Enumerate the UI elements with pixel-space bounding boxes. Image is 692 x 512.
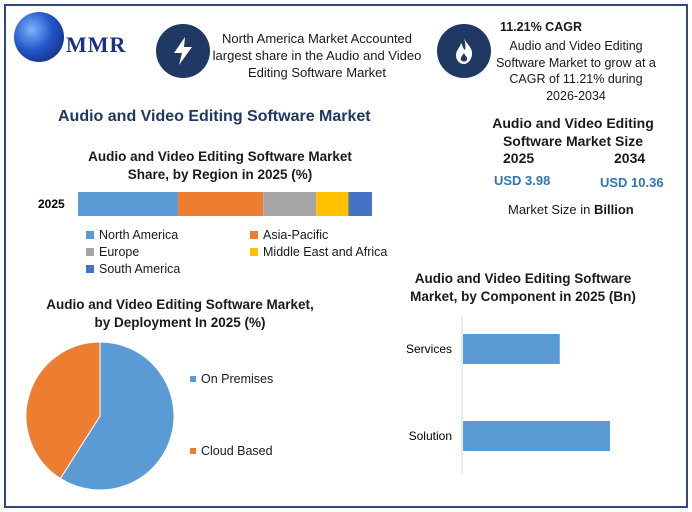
region-bar-segment-middle-east-and-africa <box>316 192 349 216</box>
market-size-value-start: USD 3.98 <box>494 173 551 188</box>
pie-slice-on-premises <box>59 341 175 491</box>
legend-item-europe: Europe <box>86 245 250 259</box>
component-category-label: Services <box>406 342 452 356</box>
flame-icon <box>437 24 491 78</box>
legend-label: North America <box>99 228 179 242</box>
legend-swatch <box>86 265 94 273</box>
region-chart: 2025 <box>38 192 372 216</box>
legend-item-south-america: South America <box>86 262 250 276</box>
legend-swatch <box>86 231 94 239</box>
legend-item-middle-east-and-africa: Middle East and Africa <box>250 245 410 259</box>
cagr-text: Audio and Video Editing Software Market … <box>496 39 656 103</box>
legend-label: Europe <box>99 245 140 259</box>
deployment-chart-title: Audio and Video Editing Software Market,… <box>46 297 314 330</box>
region-highlight-text: North America Market Accounted largest s… <box>212 31 422 80</box>
market-size-year-end: 2034 <box>614 150 646 166</box>
legend-label: Asia-Pacific <box>263 228 329 242</box>
legend-label: Cloud Based <box>201 444 273 458</box>
legend-item-north-america: North America <box>86 228 250 242</box>
market-size-note: Market Size in Billion <box>508 202 634 217</box>
component-bar-solution <box>463 421 610 451</box>
legend-swatch <box>86 248 94 256</box>
pie-slice-cloud-based <box>25 341 101 480</box>
legend-swatch <box>250 248 258 256</box>
region-legend: North America Asia-Pacific Europe Middle Ea… <box>86 228 406 276</box>
region-bar-segment-europe <box>263 192 317 216</box>
legend-swatch <box>190 448 196 454</box>
region-chart-title: Audio and Video Editing Software Market … <box>88 149 352 182</box>
legend-item-asia-pacific: Asia-Pacific <box>250 228 410 242</box>
market-size-year-start: 2025 <box>503 150 535 166</box>
cagr-title: 11.21% CAGR <box>500 20 582 34</box>
component-bar-chart: Services Solution <box>406 316 610 474</box>
brand-logo-text: MMR <box>66 32 127 57</box>
legend-item-on-premises: On Premises <box>190 372 273 386</box>
region-bar-segment-north-america <box>78 192 178 216</box>
region-bar-segment-south-america <box>348 192 372 216</box>
legend-label: Middle East and Africa <box>263 245 388 259</box>
deployment-pie-chart <box>25 341 175 491</box>
lightning-icon <box>156 24 210 78</box>
region-bar-segment-asia-pacific <box>177 192 264 216</box>
legend-swatch <box>250 231 258 239</box>
page-title: Audio and Video Editing Software Market <box>58 108 371 125</box>
legend-label: On Premises <box>201 372 274 386</box>
legend-item-cloud-based: Cloud Based <box>190 444 273 458</box>
component-chart-title: Audio and Video Editing Software Market,… <box>410 271 636 304</box>
legend-swatch <box>190 376 196 382</box>
deployment-legend: On Premises Cloud Based <box>190 372 273 458</box>
market-size-note-prefix: Market Size in <box>508 202 591 217</box>
region-category-label: 2025 <box>38 197 65 211</box>
legend-label: South America <box>99 262 181 276</box>
market-size-title: Audio and Video Editing Software Market … <box>492 115 654 149</box>
infographic-frame <box>4 4 688 508</box>
globe-icon <box>14 12 64 62</box>
market-size-note-unit: Billion <box>594 202 634 217</box>
component-bar-services <box>463 334 560 364</box>
market-size-value-end: USD 10.36 <box>600 175 664 190</box>
component-category-label: Solution <box>409 429 452 443</box>
